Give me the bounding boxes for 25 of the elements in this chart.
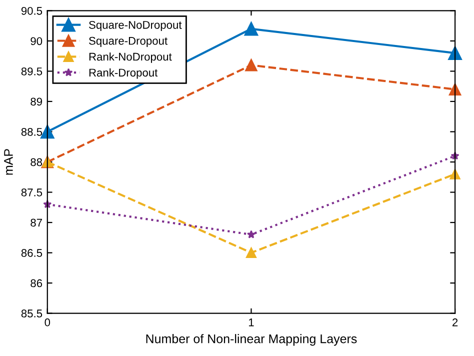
point [40, 124, 54, 139]
point [244, 22, 258, 36]
legend-label: Rank-NoDropout [89, 52, 172, 63]
y-tick-label: 87 [30, 218, 42, 227]
x-tick-label: 2 [452, 318, 458, 326]
y-tick-label: 87.5 [21, 188, 42, 196]
point [246, 230, 256, 238]
legend-label: Rank-Dropout [89, 68, 158, 79]
legend-label: Square-Dropout [89, 36, 168, 47]
legend-label: Square-NoDropout [89, 20, 182, 32]
x-tick-label: 0 [44, 318, 50, 326]
y-tick-label: 89.5 [21, 67, 42, 76]
y-tick-label: 90 [30, 37, 42, 46]
y-tick-label: 88 [30, 158, 42, 166]
x-axis-title: Number of Non-linear Mapping Layers [146, 334, 357, 346]
y-axis-title: mAP [4, 149, 13, 175]
y-tick-label: 86.5 [21, 249, 42, 257]
y-tick-label: 89 [30, 98, 42, 106]
x-tick-label: 1 [248, 318, 254, 326]
y-tick-label: 88.5 [21, 128, 42, 136]
point [246, 247, 256, 258]
y-tick-label: 90.5 [21, 6, 42, 15]
point [245, 59, 258, 72]
y-tick-label: 86 [30, 279, 42, 288]
y-tick-label: 85.5 [21, 310, 42, 318]
